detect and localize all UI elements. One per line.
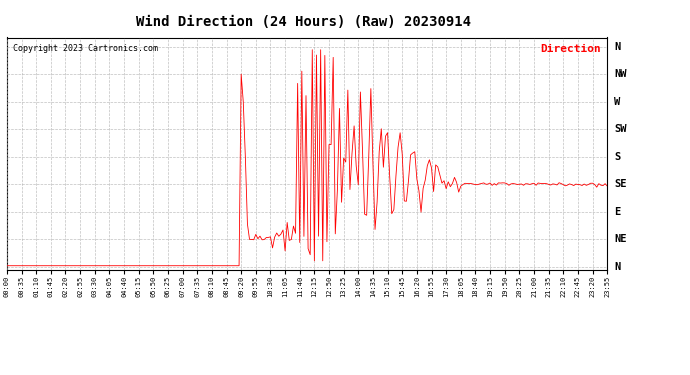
Text: Direction: Direction — [540, 45, 601, 54]
Text: W: W — [614, 97, 620, 107]
Text: S: S — [614, 152, 620, 162]
Text: E: E — [614, 207, 620, 217]
Text: Wind Direction (24 Hours) (Raw) 20230914: Wind Direction (24 Hours) (Raw) 20230914 — [136, 15, 471, 29]
Text: N: N — [614, 42, 620, 52]
Text: SE: SE — [614, 179, 627, 189]
Text: NE: NE — [614, 234, 627, 244]
Text: Copyright 2023 Cartronics.com: Copyright 2023 Cartronics.com — [13, 45, 158, 54]
Text: N: N — [614, 262, 620, 272]
Text: NW: NW — [614, 69, 627, 79]
Text: SW: SW — [614, 124, 627, 134]
